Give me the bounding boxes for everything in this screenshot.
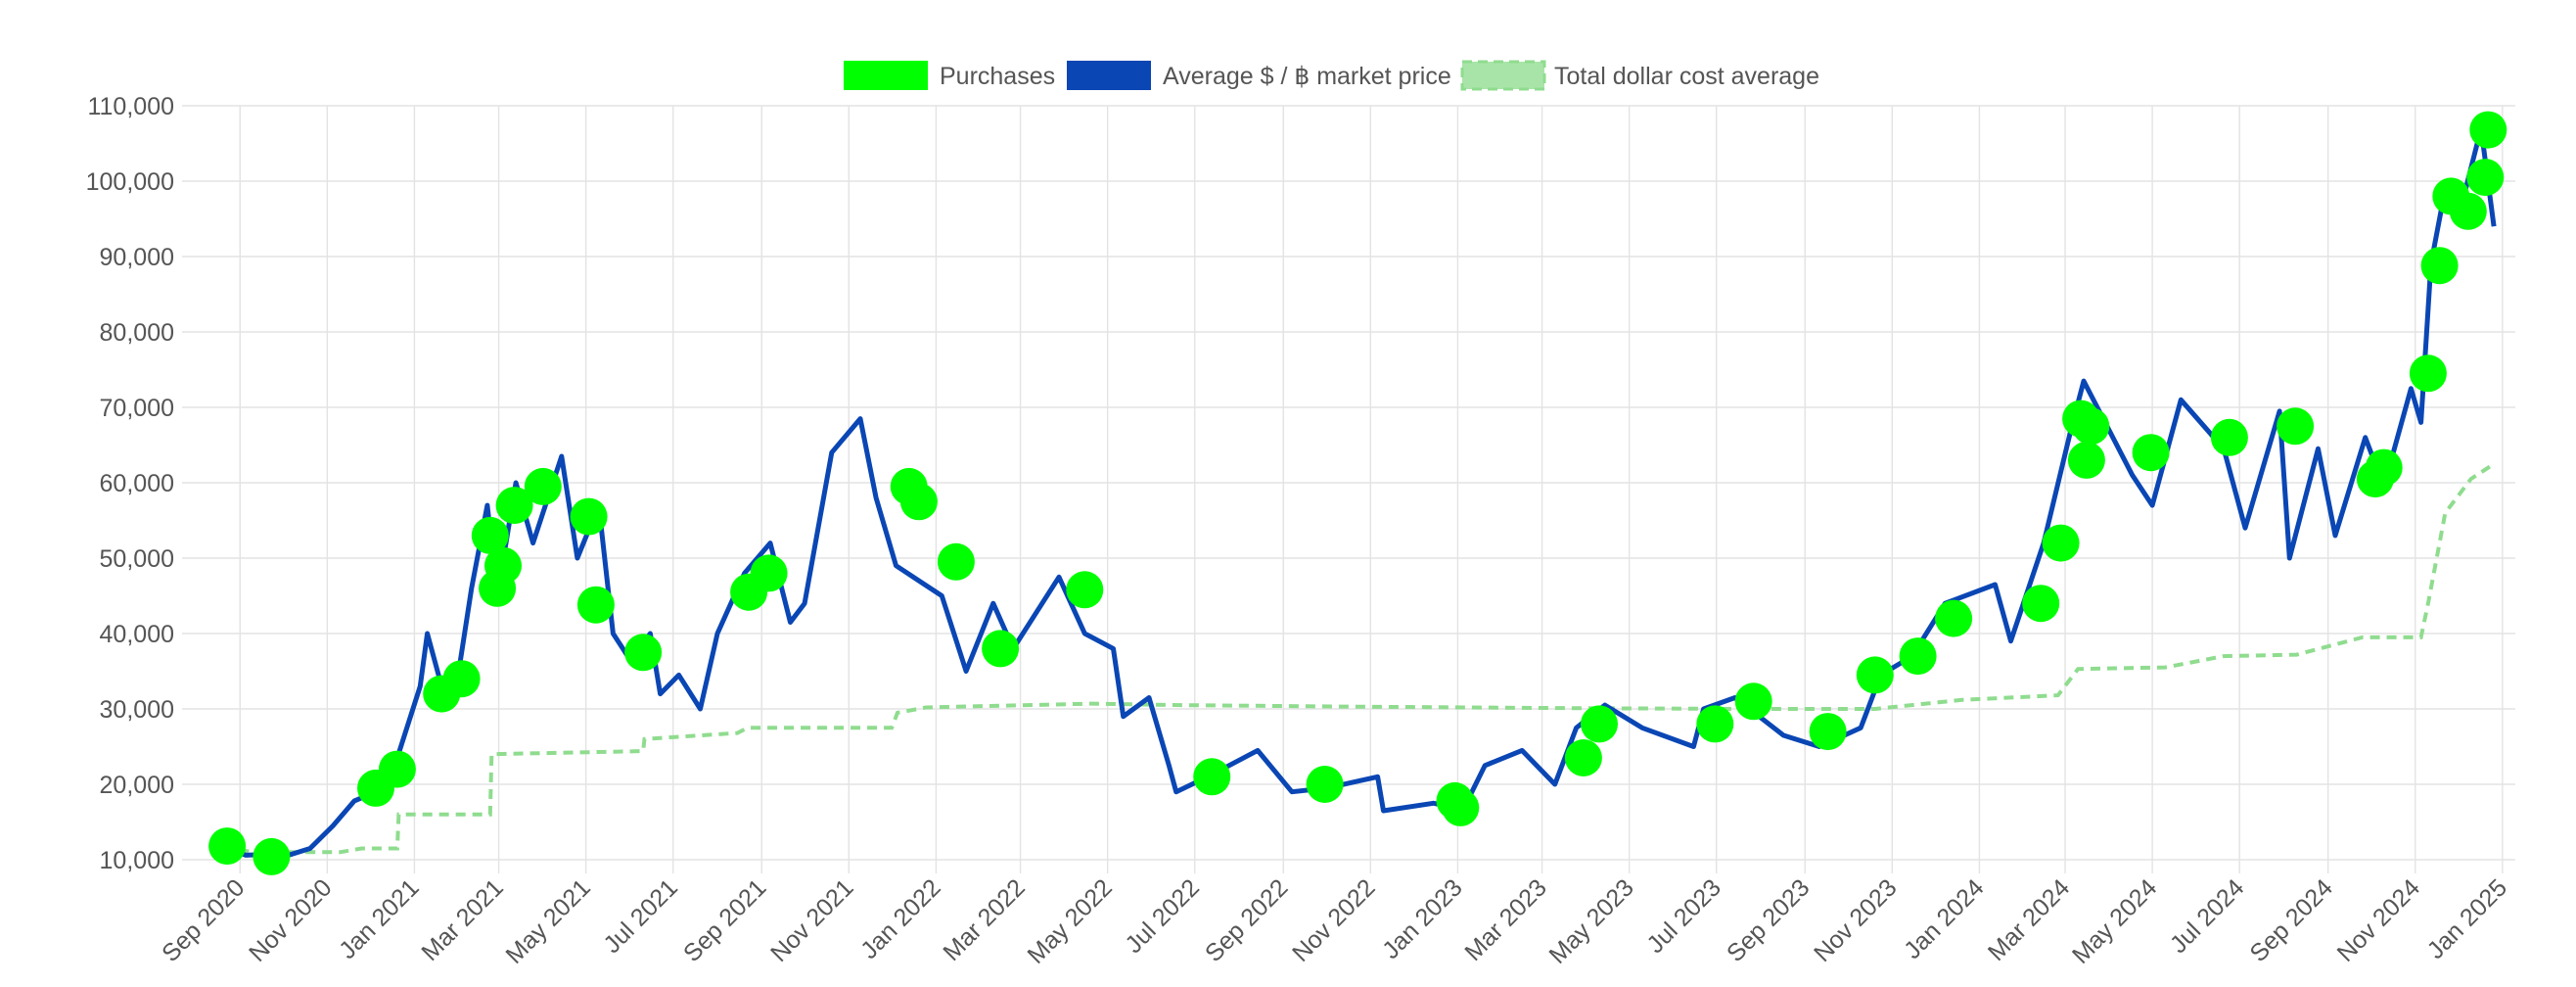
purchase-point — [1442, 788, 1480, 826]
purchases-series — [208, 111, 2507, 875]
purchase-point — [2277, 407, 2315, 446]
x-gridlines — [239, 106, 2504, 873]
x-tick-label: Mar 2021 — [416, 873, 508, 965]
x-tick-label: Nov 2021 — [765, 873, 858, 966]
x-tick-label: Jul 2023 — [1641, 873, 1726, 959]
purchase-point — [253, 837, 291, 875]
y-tick-label: 60,000 — [100, 470, 174, 497]
purchase-point — [1696, 705, 1734, 743]
purchase-point — [2067, 441, 2105, 479]
legend-label-purchases: Purchases — [940, 63, 1055, 90]
x-tick-label: Nov 2023 — [1809, 873, 1902, 966]
purchase-point — [570, 497, 608, 536]
purchase-point — [442, 660, 481, 698]
purchase-point — [495, 487, 533, 525]
legend-item-purchases[interactable]: Purchases — [844, 61, 1055, 90]
x-tick-label: Jan 2021 — [334, 873, 425, 964]
purchase-point — [1899, 637, 1937, 676]
x-tick-label: Mar 2024 — [1983, 873, 2076, 966]
y-tick-label: 30,000 — [100, 696, 174, 724]
x-tick-label: May 2021 — [500, 873, 595, 968]
purchase-point — [576, 586, 615, 624]
purchase-point — [1809, 713, 1847, 751]
purchase-point — [2072, 407, 2110, 446]
purchase-point — [2466, 159, 2505, 197]
purchase-point — [2409, 354, 2447, 393]
purchase-point — [2210, 418, 2248, 456]
purchase-point — [1564, 739, 1602, 776]
y-tick-label: 100,000 — [86, 168, 174, 196]
x-tick-label: Jul 2022 — [1120, 873, 1205, 959]
x-tick-label: Sep 2022 — [1200, 873, 1293, 966]
x-tick-label: May 2023 — [1543, 873, 1638, 968]
purchase-point — [1734, 682, 1772, 721]
legend-swatch-dca — [1460, 60, 1546, 91]
purchase-point — [208, 827, 247, 866]
purchase-point — [937, 542, 975, 581]
purchase-point — [1193, 758, 1231, 796]
y-tick-label: 110,000 — [87, 93, 174, 120]
market-price-series — [221, 125, 2497, 858]
purchase-point — [471, 516, 509, 554]
x-tick-label: Sep 2024 — [2244, 873, 2338, 967]
y-tick-label: 20,000 — [100, 772, 174, 799]
x-tick-label: Sep 2023 — [1722, 873, 1815, 966]
y-tick-label: 10,000 — [100, 847, 174, 874]
chart-legend[interactable]: Purchases Average $ / ฿ market price Tot… — [844, 60, 1819, 91]
purchase-point — [2420, 247, 2459, 285]
purchase-point — [2022, 585, 2060, 623]
dca-series — [222, 462, 2496, 855]
x-tick-label: Jan 2023 — [1377, 873, 1468, 964]
x-tick-label: Mar 2022 — [938, 873, 1030, 965]
purchase-point — [2449, 192, 2487, 230]
purchase-point — [1856, 656, 1894, 694]
x-tick-label: Jan 2022 — [855, 873, 946, 964]
x-tick-label: Sep 2021 — [678, 873, 771, 966]
x-tick-label: Nov 2022 — [1287, 873, 1380, 966]
y-tick-label: 50,000 — [100, 545, 174, 573]
purchase-point — [2469, 111, 2507, 149]
x-tick-label: Nov 2024 — [2332, 873, 2426, 967]
x-tick-label: Mar 2023 — [1459, 873, 1551, 965]
purchase-point — [2042, 524, 2080, 562]
purchase-point — [2365, 448, 2403, 487]
purchase-point — [484, 546, 522, 585]
purchase-point — [1066, 571, 1104, 609]
x-tick-label: Jul 2024 — [2165, 873, 2250, 959]
market-price-line — [221, 125, 2497, 858]
x-tick-label: May 2022 — [1022, 873, 1117, 968]
purchase-point — [524, 467, 562, 505]
legend-item-market-price[interactable]: Average $ / ฿ market price — [1067, 61, 1451, 90]
y-tick-label: 70,000 — [100, 395, 174, 422]
y-tick-label: 80,000 — [100, 319, 174, 347]
x-tick-label: Nov 2020 — [244, 873, 337, 966]
purchase-point — [1935, 599, 1973, 637]
purchase-point — [982, 630, 1020, 668]
y-axis-tick-labels: 10,000 20,000 30,000 40,000 50,000 60,000 70,0… — [86, 93, 174, 874]
y-gridlines — [182, 105, 2515, 861]
legend-item-dca[interactable]: Total dollar cost average — [1460, 60, 1819, 91]
purchase-point — [899, 483, 938, 521]
purchase-point — [2132, 434, 2170, 472]
x-tick-label: Sep 2020 — [157, 873, 250, 966]
legend-swatch-purchases — [844, 61, 928, 90]
purchase-point — [624, 634, 663, 672]
y-tick-label: 90,000 — [100, 244, 174, 271]
purchase-point — [378, 750, 416, 788]
x-tick-label: Jul 2021 — [598, 873, 683, 959]
y-tick-label: 40,000 — [100, 621, 174, 648]
x-tick-label: Jan 2025 — [2422, 873, 2513, 964]
legend-label-market-price: Average $ / ฿ market price — [1163, 63, 1451, 90]
purchase-point — [1581, 705, 1618, 743]
legend-label-dca: Total dollar cost average — [1554, 63, 1819, 90]
purchase-point — [1306, 766, 1344, 803]
x-tick-label: Jan 2024 — [1899, 873, 1990, 964]
legend-swatch-market-price — [1067, 61, 1151, 90]
x-tick-label: May 2024 — [2067, 873, 2163, 969]
dca-line — [222, 462, 2496, 855]
purchase-point — [750, 554, 788, 592]
